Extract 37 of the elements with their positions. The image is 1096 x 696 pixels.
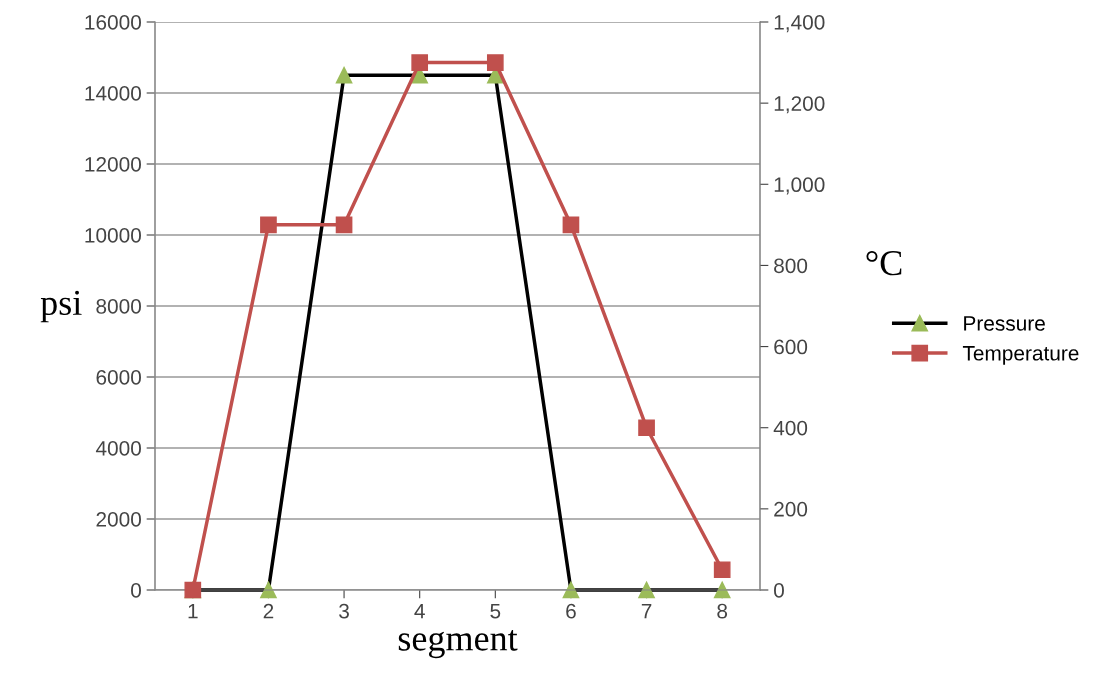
x-tick-label: 7 xyxy=(641,603,652,619)
x-axis-title: segment xyxy=(398,630,518,659)
legend-label: Temperature xyxy=(962,346,1079,365)
y2-tick-label: 800 xyxy=(774,258,808,274)
point xyxy=(335,216,353,234)
y-tick-label: 0 xyxy=(131,583,141,598)
x-tick-label: 5 xyxy=(490,603,501,619)
x-tick-label: 2 xyxy=(263,603,274,619)
y2-tick-label: 1,200 xyxy=(774,96,825,114)
y-axis-title: psi xyxy=(40,290,82,323)
x-tick-label: 1 xyxy=(188,603,198,619)
y2-tick-label: 1,400 xyxy=(774,15,825,33)
y2-tick-label: 200 xyxy=(774,501,808,517)
y-tick-label: 14000 xyxy=(85,86,141,101)
point xyxy=(411,54,429,71)
y2-tick-label: 1,000 xyxy=(774,177,825,195)
x-tick-label: 3 xyxy=(339,603,349,619)
point xyxy=(713,561,731,579)
point xyxy=(562,216,580,234)
y-tick-label: 12000 xyxy=(85,157,141,172)
point xyxy=(486,54,504,71)
point xyxy=(260,216,277,234)
y2-tick-label: 400 xyxy=(773,420,808,436)
x-tick-label: 6 xyxy=(566,603,576,619)
y-tick-label: 16000 xyxy=(85,15,141,30)
point xyxy=(638,419,655,437)
y2-tick-label: 0 xyxy=(774,583,784,598)
y-tick-label: 10000 xyxy=(85,228,141,243)
y-tick-label: 2000 xyxy=(96,512,141,527)
legend-label: Pressure xyxy=(964,316,1045,331)
x-tick-label: 8 xyxy=(717,603,728,619)
x-tick-label: 4 xyxy=(414,603,425,619)
y2-tick-label: 600 xyxy=(774,339,808,355)
y-tick-label: 8000 xyxy=(96,299,141,314)
y2-axis-title: °C xyxy=(866,250,902,276)
y-tick-label: 4000 xyxy=(95,441,141,456)
y-tick-label: 6000 xyxy=(96,370,141,385)
